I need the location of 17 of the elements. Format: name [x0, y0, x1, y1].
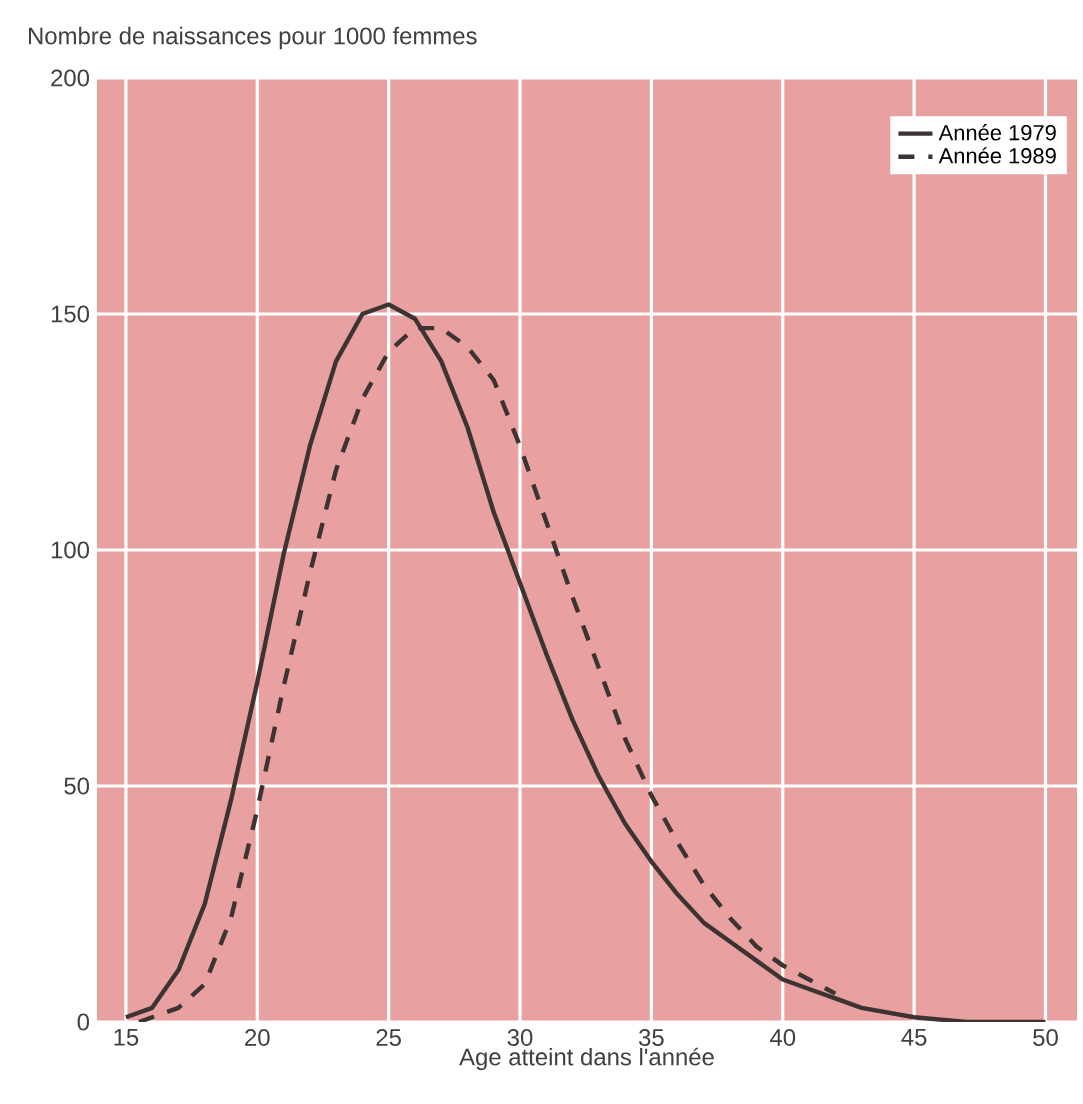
y-tick-label: 100 — [51, 541, 90, 559]
x-tick-label: 40 — [770, 1029, 796, 1046]
x-tick-label: 45 — [901, 1029, 927, 1046]
x-axis-title: Age atteint dans l'année — [459, 1047, 714, 1071]
x-tick-label: 35 — [638, 1029, 664, 1046]
x-tick-label: 50 — [1033, 1029, 1058, 1046]
y-tick-label: 150 — [51, 305, 90, 323]
x-tick-label: 15 — [114, 1029, 139, 1046]
legend-label: Année 1979 — [938, 124, 1056, 141]
x-tick-label: 30 — [507, 1029, 533, 1046]
chart-title: Nombre de naissances pour 1000 femmes — [29, 26, 477, 50]
y-tick-label: 200 — [51, 69, 90, 87]
legend-label: Année 1989 — [938, 147, 1056, 164]
y-tick-label: 0 — [77, 1013, 90, 1031]
y-tick-label: 50 — [64, 777, 90, 795]
x-tick-label: 25 — [376, 1029, 401, 1046]
x-tick-label: 20 — [245, 1029, 270, 1046]
